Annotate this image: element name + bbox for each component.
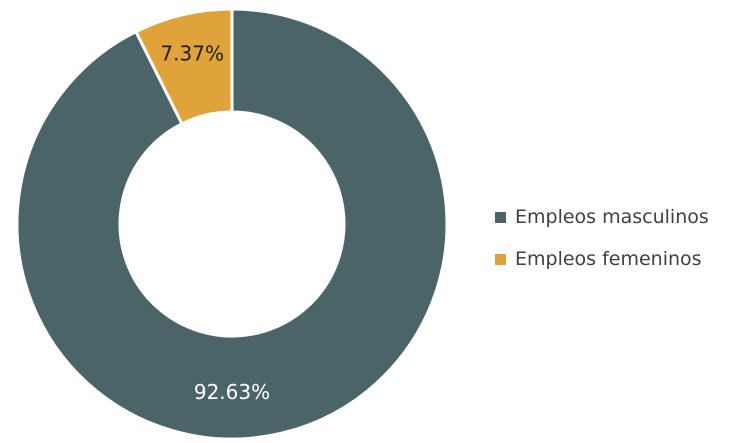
slice-labels: 92.63% 7.37% <box>160 42 270 404</box>
legend-label-masculinos: Empleos masculinos <box>515 206 709 228</box>
slice-empleos-femeninos <box>134 7 234 126</box>
legend-swatch-femeninos <box>495 253 506 265</box>
legend-item-masculinos: Empleos masculinos <box>495 196 727 238</box>
donut-slices <box>15 7 449 441</box>
legend-item-femeninos: Empleos femeninos <box>495 238 727 280</box>
slice-label-empleos-masculinos: 92.63% <box>194 380 270 404</box>
legend-swatch-masculinos <box>495 211 506 223</box>
slice-label-empleos-femeninos: 7.37% <box>160 42 224 66</box>
legend: Empleos masculinos Empleos femeninos <box>495 196 727 280</box>
legend-label-femeninos: Empleos femeninos <box>515 248 702 270</box>
slice-empleos-masculinos <box>15 7 449 441</box>
